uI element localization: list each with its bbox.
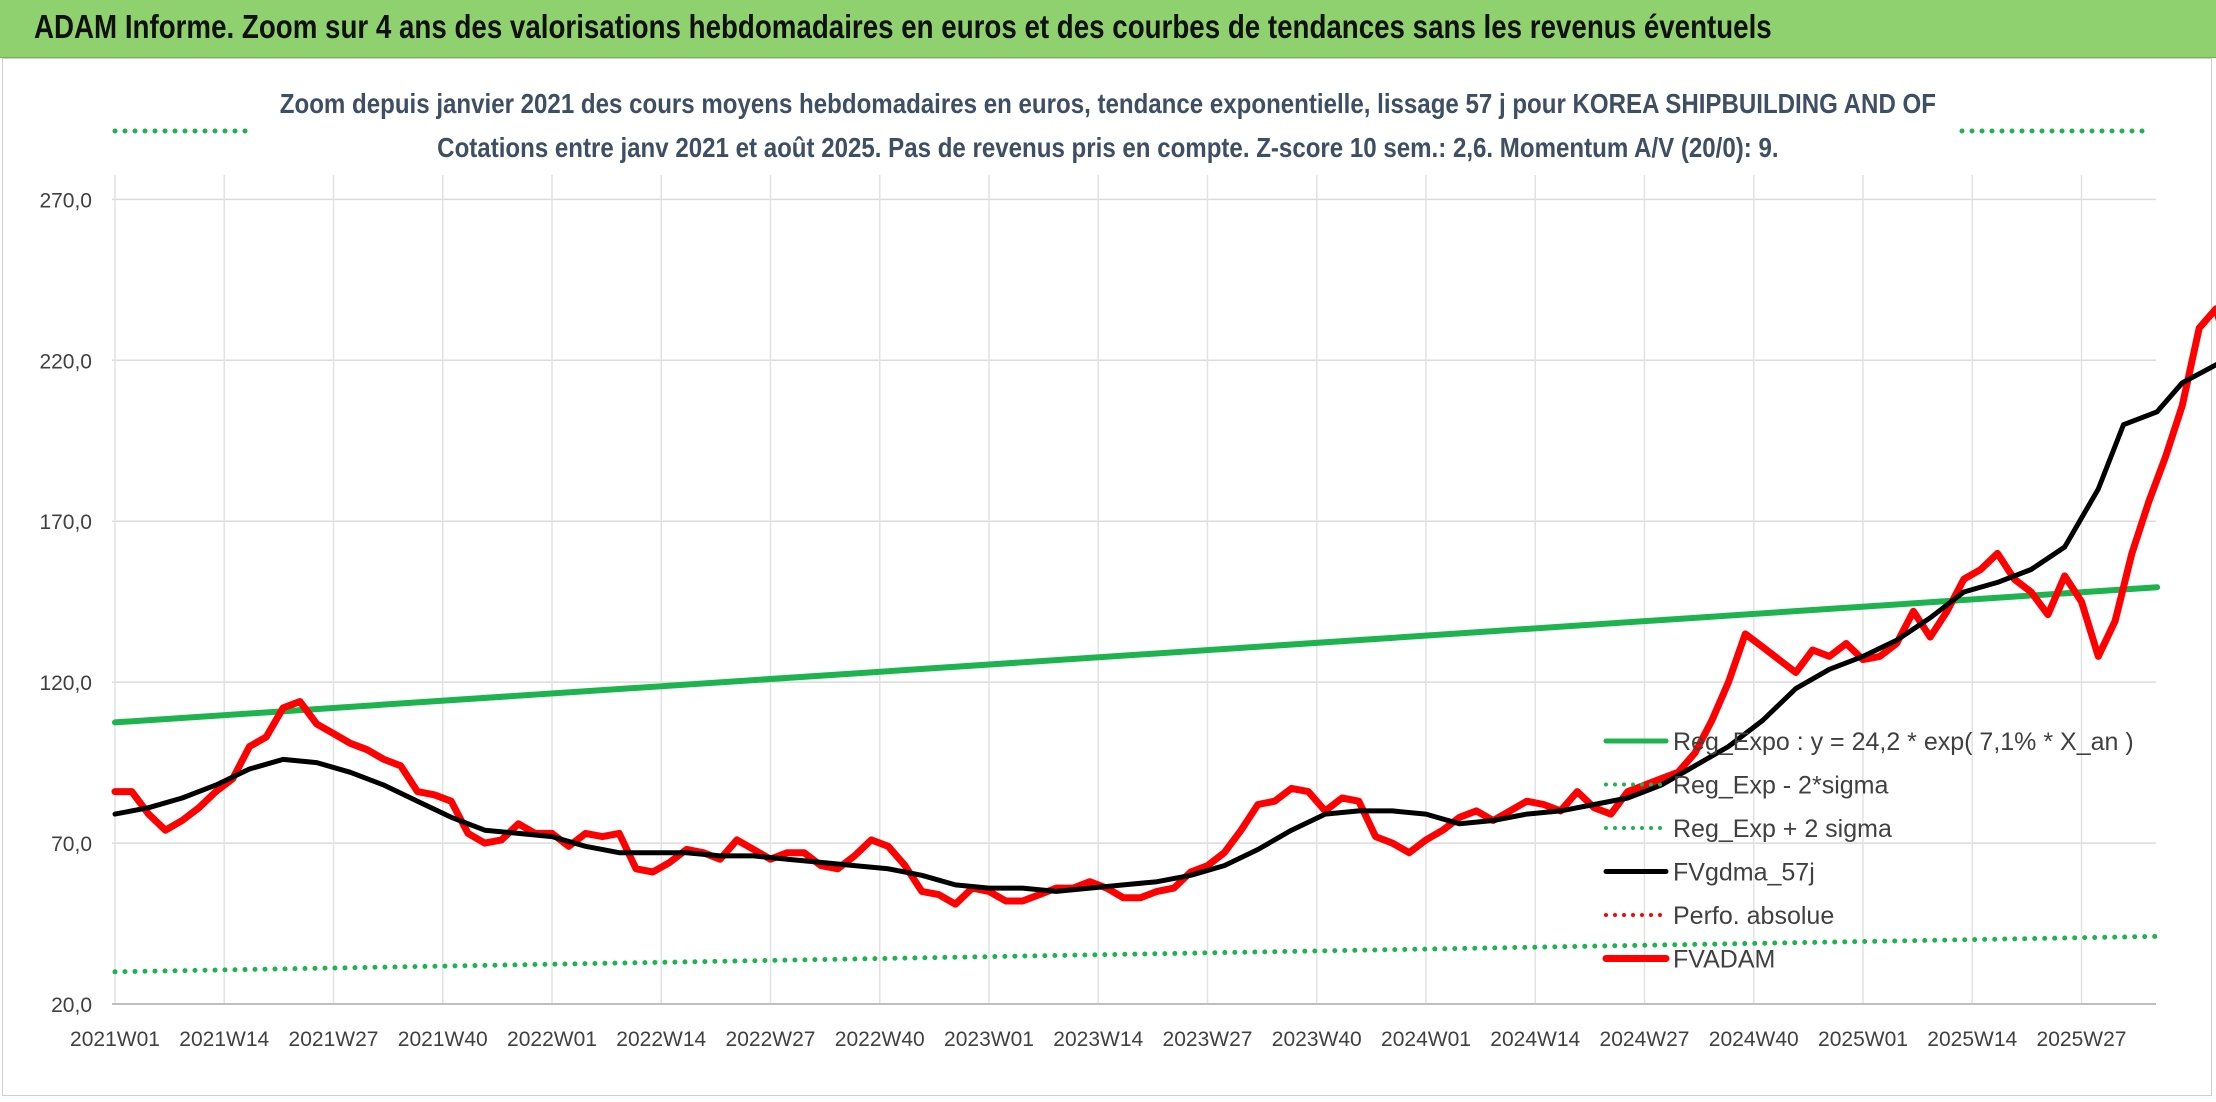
x-tick-label: 2024W14 xyxy=(1490,1028,1580,1051)
x-tick-label: 2022W01 xyxy=(507,1028,597,1051)
y-tick-label: 20,0 xyxy=(51,994,92,1017)
x-tick-label: 2023W27 xyxy=(1163,1028,1253,1051)
x-tick-label: 2025W27 xyxy=(2037,1028,2127,1051)
y-tick-label: 170,0 xyxy=(39,511,92,534)
legend-label: Reg_Exp - 2*sigma xyxy=(1673,772,1888,800)
legend-label: FVADAM xyxy=(1673,946,1775,974)
x-tick-label: 2022W40 xyxy=(835,1028,925,1051)
series xyxy=(111,128,2216,975)
x-tick-label: 2021W27 xyxy=(289,1028,379,1051)
header-banner: ADAM Informe. Zoom sur 4 ans des valoris… xyxy=(0,0,2216,58)
x-tick-label: 2025W14 xyxy=(1927,1028,2017,1051)
x-tick-label: 2024W40 xyxy=(1709,1028,1799,1051)
x-tick-label: 2024W27 xyxy=(1600,1028,1690,1051)
y-tick-label: 120,0 xyxy=(39,672,92,695)
x-tick-label: 2021W40 xyxy=(398,1028,488,1051)
chart-frame xyxy=(2,58,2212,1096)
header-title: ADAM Informe. Zoom sur 4 ans des valoris… xyxy=(34,8,1772,45)
legend-entry: FVADAM xyxy=(1602,946,1775,974)
x-tick-label: 2023W14 xyxy=(1053,1028,1143,1051)
series-line-3 xyxy=(112,361,2216,894)
series-line-5 xyxy=(111,305,2216,908)
chart-subtitle: Cotations entre janv 2021 et août 2025. … xyxy=(437,132,1779,163)
legend-label: Reg_Expo : y = 24,2 * exp( 7,1% * X_an ) xyxy=(1673,728,2134,756)
legend-label: Reg_Exp + 2 sigma xyxy=(1673,815,1892,843)
series-line-1 xyxy=(112,933,2160,975)
x-tick-label: 2025W01 xyxy=(1818,1028,1908,1051)
legend-label: Perfo. absolue xyxy=(1673,902,1834,930)
x-tick-label: 2021W14 xyxy=(179,1028,269,1051)
legend-entry: Reg_Exp + 2 sigma xyxy=(1604,815,1892,843)
legend-entry: Reg_Exp - 2*sigma xyxy=(1604,772,1888,800)
x-tick-label: 2022W14 xyxy=(616,1028,706,1051)
x-tick-label: 2021W01 xyxy=(70,1028,160,1051)
grid xyxy=(112,175,2156,1005)
x-tick-label: 2023W01 xyxy=(944,1028,1034,1051)
chart-title: Zoom depuis janvier 2021 des cours moyen… xyxy=(279,88,1937,119)
legend-entry: Reg_Expo : y = 24,2 * exp( 7,1% * X_an ) xyxy=(1603,728,2134,756)
series-line-0 xyxy=(112,584,2161,726)
x-tick-label: 2023W40 xyxy=(1272,1028,1362,1051)
legend: Reg_Expo : y = 24,2 * exp( 7,1% * X_an )… xyxy=(1602,728,2134,974)
y-tick-label: 220,0 xyxy=(39,350,92,373)
y-tick-label: 70,0 xyxy=(51,833,92,856)
axes: 20,0 70,0 120,0 170,0 220,0 270,0 2021W01 2021W… xyxy=(39,189,2156,1051)
y-tick-label: 270,0 xyxy=(39,189,92,212)
legend-entry: FVgdma_57j xyxy=(1603,859,1815,887)
legend-entry: Perfo. absolue xyxy=(1604,902,1834,930)
legend-label: FVgdma_57j xyxy=(1673,859,1815,887)
x-tick-label: 2024W01 xyxy=(1381,1028,1471,1051)
x-tick-label: 2022W27 xyxy=(726,1028,816,1051)
